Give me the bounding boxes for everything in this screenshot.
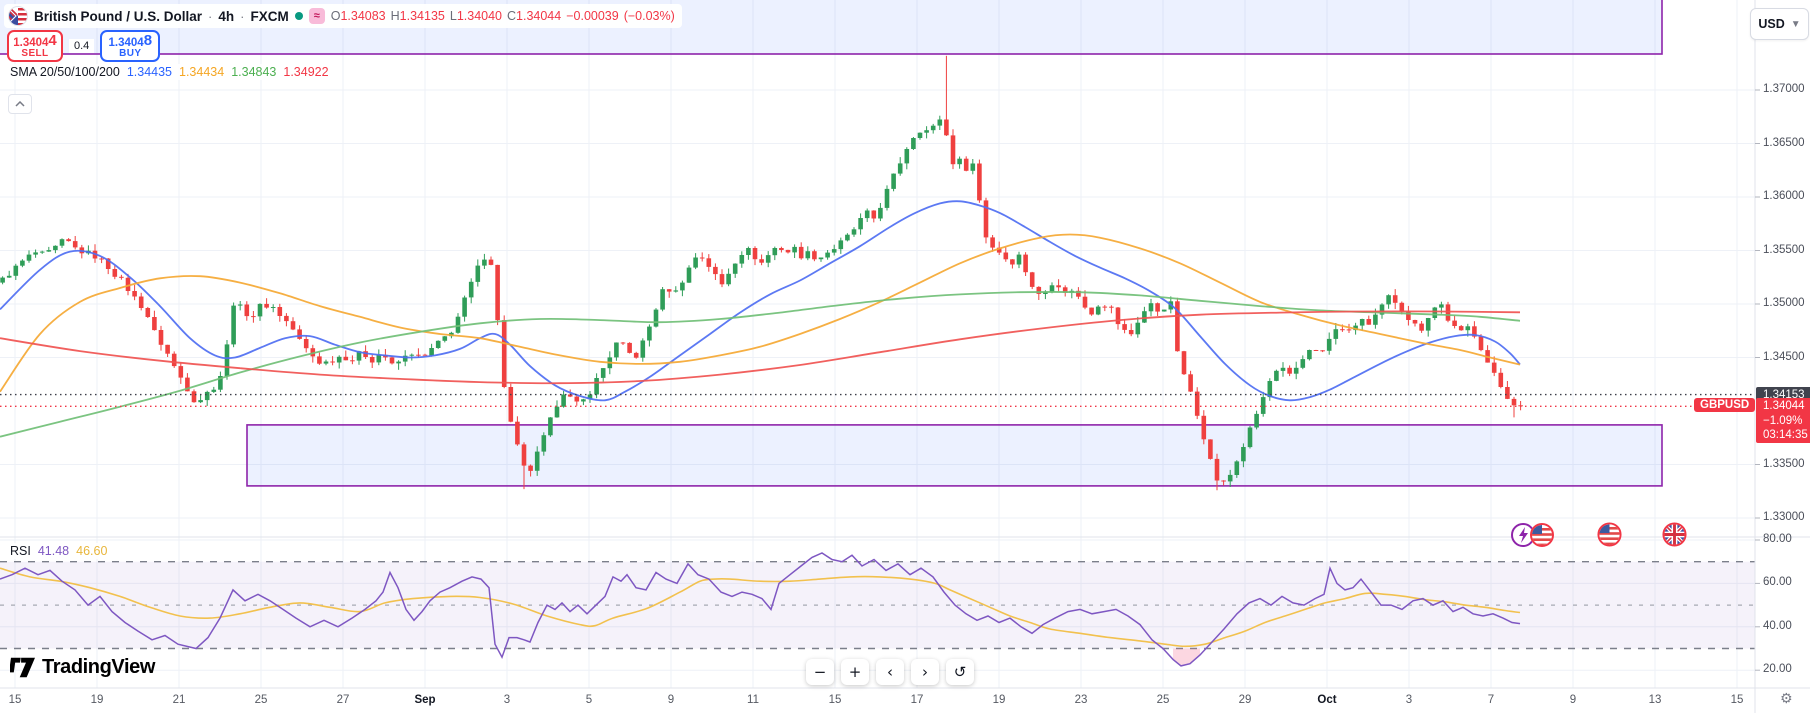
time-axis-label: 25: [254, 694, 268, 706]
time-axis-label: 17: [910, 694, 924, 706]
us-flag-event-icon[interactable]: [1596, 521, 1623, 553]
combined-event-icon[interactable]: [1510, 521, 1558, 554]
currency-selector-button[interactable]: USD ▼: [1750, 8, 1809, 40]
market-status-icon[interactable]: [294, 12, 303, 20]
delayed-data-icon[interactable]: ≈: [308, 8, 325, 24]
zoom-out-button[interactable]: −: [806, 659, 834, 685]
rsi-scale-label: 60.00: [1763, 576, 1792, 589]
interval-label[interactable]: 4h: [218, 8, 235, 24]
time-axis-label: 15: [1730, 694, 1744, 706]
price-scale-label: 1.35500: [1763, 243, 1805, 256]
time-axis-label: 9: [667, 694, 675, 706]
buy-button[interactable]: 1.34048 BUY: [100, 30, 161, 62]
time-axis-label: Sep: [414, 694, 436, 706]
symbol-legend[interactable]: British Pound / U.S. Dollar · 4h · FXCM …: [4, 4, 682, 28]
rsi-value: 41.48: [37, 544, 70, 558]
price-scale-label: 1.37000: [1763, 83, 1805, 95]
sell-button[interactable]: 1.34044 SELL: [7, 30, 63, 62]
time-axis-settings-gear-icon[interactable]: ⚙: [1780, 691, 1793, 707]
time-axis-label: 29: [1238, 694, 1252, 706]
collapse-pane-button[interactable]: [8, 94, 32, 114]
rsi-legend-label: RSI: [10, 544, 31, 558]
rsi-scale-label: 20.00: [1763, 663, 1792, 676]
scroll-left-button[interactable]: ‹: [876, 659, 904, 685]
price-scale-label: 1.33500: [1763, 457, 1805, 470]
price-scale-label: 1.35000: [1763, 297, 1805, 309]
scroll-right-button[interactable]: ›: [911, 659, 939, 685]
symbol-title[interactable]: British Pound / U.S. Dollar: [34, 8, 203, 24]
uk-flag-event-icon[interactable]: [1661, 521, 1688, 553]
price-scale-label: 1.33000: [1763, 511, 1805, 523]
sma-legend-label: SMA 20/50/100/200: [10, 65, 120, 79]
gbpusd-flag-icon: [8, 6, 28, 26]
rsi-legend-values: 41.48 46.60: [38, 544, 115, 558]
tradingview-logo[interactable]: TradingView: [10, 655, 155, 680]
sma-legend[interactable]: SMA 20/50/100/200 1.34435 1.34434 1.34843 1…: [4, 64, 342, 80]
time-axis-label: Oct: [1317, 694, 1337, 706]
time-axis-label: 7: [1487, 694, 1495, 706]
sma-legend-values: 1.34435 1.34434 1.34843 1.34922: [127, 65, 336, 79]
chevron-up-icon: [15, 101, 25, 107]
time-axis-label: 13: [1648, 694, 1662, 706]
time-axis-label: 9: [1569, 694, 1577, 706]
sma-value: 1.34922: [283, 65, 329, 79]
price-scale-label: 1.34500: [1763, 350, 1805, 363]
rsi-value: 46.60: [76, 544, 108, 558]
sma-value: 1.34843: [231, 65, 277, 79]
reset-chart-button[interactable]: ↺: [946, 659, 974, 685]
time-axis-label: 15: [8, 694, 22, 706]
sma-value: 1.34434: [179, 65, 225, 79]
time-axis-label: 27: [336, 694, 350, 706]
time-axis-label: 23: [1074, 694, 1088, 706]
symbol-price-tag: GBPUSD: [1694, 398, 1756, 413]
exchange-label[interactable]: FXCM: [250, 8, 289, 24]
time-axis-label: 11: [747, 694, 759, 706]
last-price-badge: 1.34044 −1.09% 03:14:35: [1756, 398, 1810, 444]
separator: ·: [240, 8, 245, 24]
currency-label: USD: [1758, 17, 1785, 31]
time-axis-label: 3: [503, 694, 511, 706]
chart-nav-controls: − + ‹ › ↺: [806, 659, 974, 685]
rsi-scale-label: 80.00: [1763, 533, 1792, 545]
price-scale-label: 1.36500: [1763, 136, 1805, 149]
price-scale-label: 1.36000: [1763, 190, 1805, 202]
time-axis-label: 21: [172, 694, 186, 706]
zoom-in-button[interactable]: +: [841, 659, 869, 685]
spread-value: 0.4: [69, 39, 95, 53]
time-axis-label: 25: [1156, 694, 1170, 706]
sma-value: 1.34435: [126, 65, 172, 79]
rsi-legend[interactable]: RSI 41.48 46.60: [4, 543, 121, 559]
separator: ·: [208, 8, 213, 24]
sell-buy-widget: 1.34044 SELL 0.4 1.34048 BUY: [7, 30, 161, 62]
ohlc-values: O1.34083 H1.34135 L1.34040 C1.34044 −0.0…: [330, 9, 675, 23]
time-axis-label: 19: [992, 694, 1006, 706]
rsi-scale-label: 40.00: [1763, 619, 1792, 632]
time-axis-label: 5: [585, 694, 593, 706]
chevron-down-icon: ▼: [1790, 18, 1801, 30]
time-axis-label: 15: [828, 694, 842, 706]
time-axis-label: 3: [1405, 694, 1413, 706]
tradingview-mark-icon: [10, 657, 35, 678]
time-axis-label: 19: [90, 694, 104, 706]
